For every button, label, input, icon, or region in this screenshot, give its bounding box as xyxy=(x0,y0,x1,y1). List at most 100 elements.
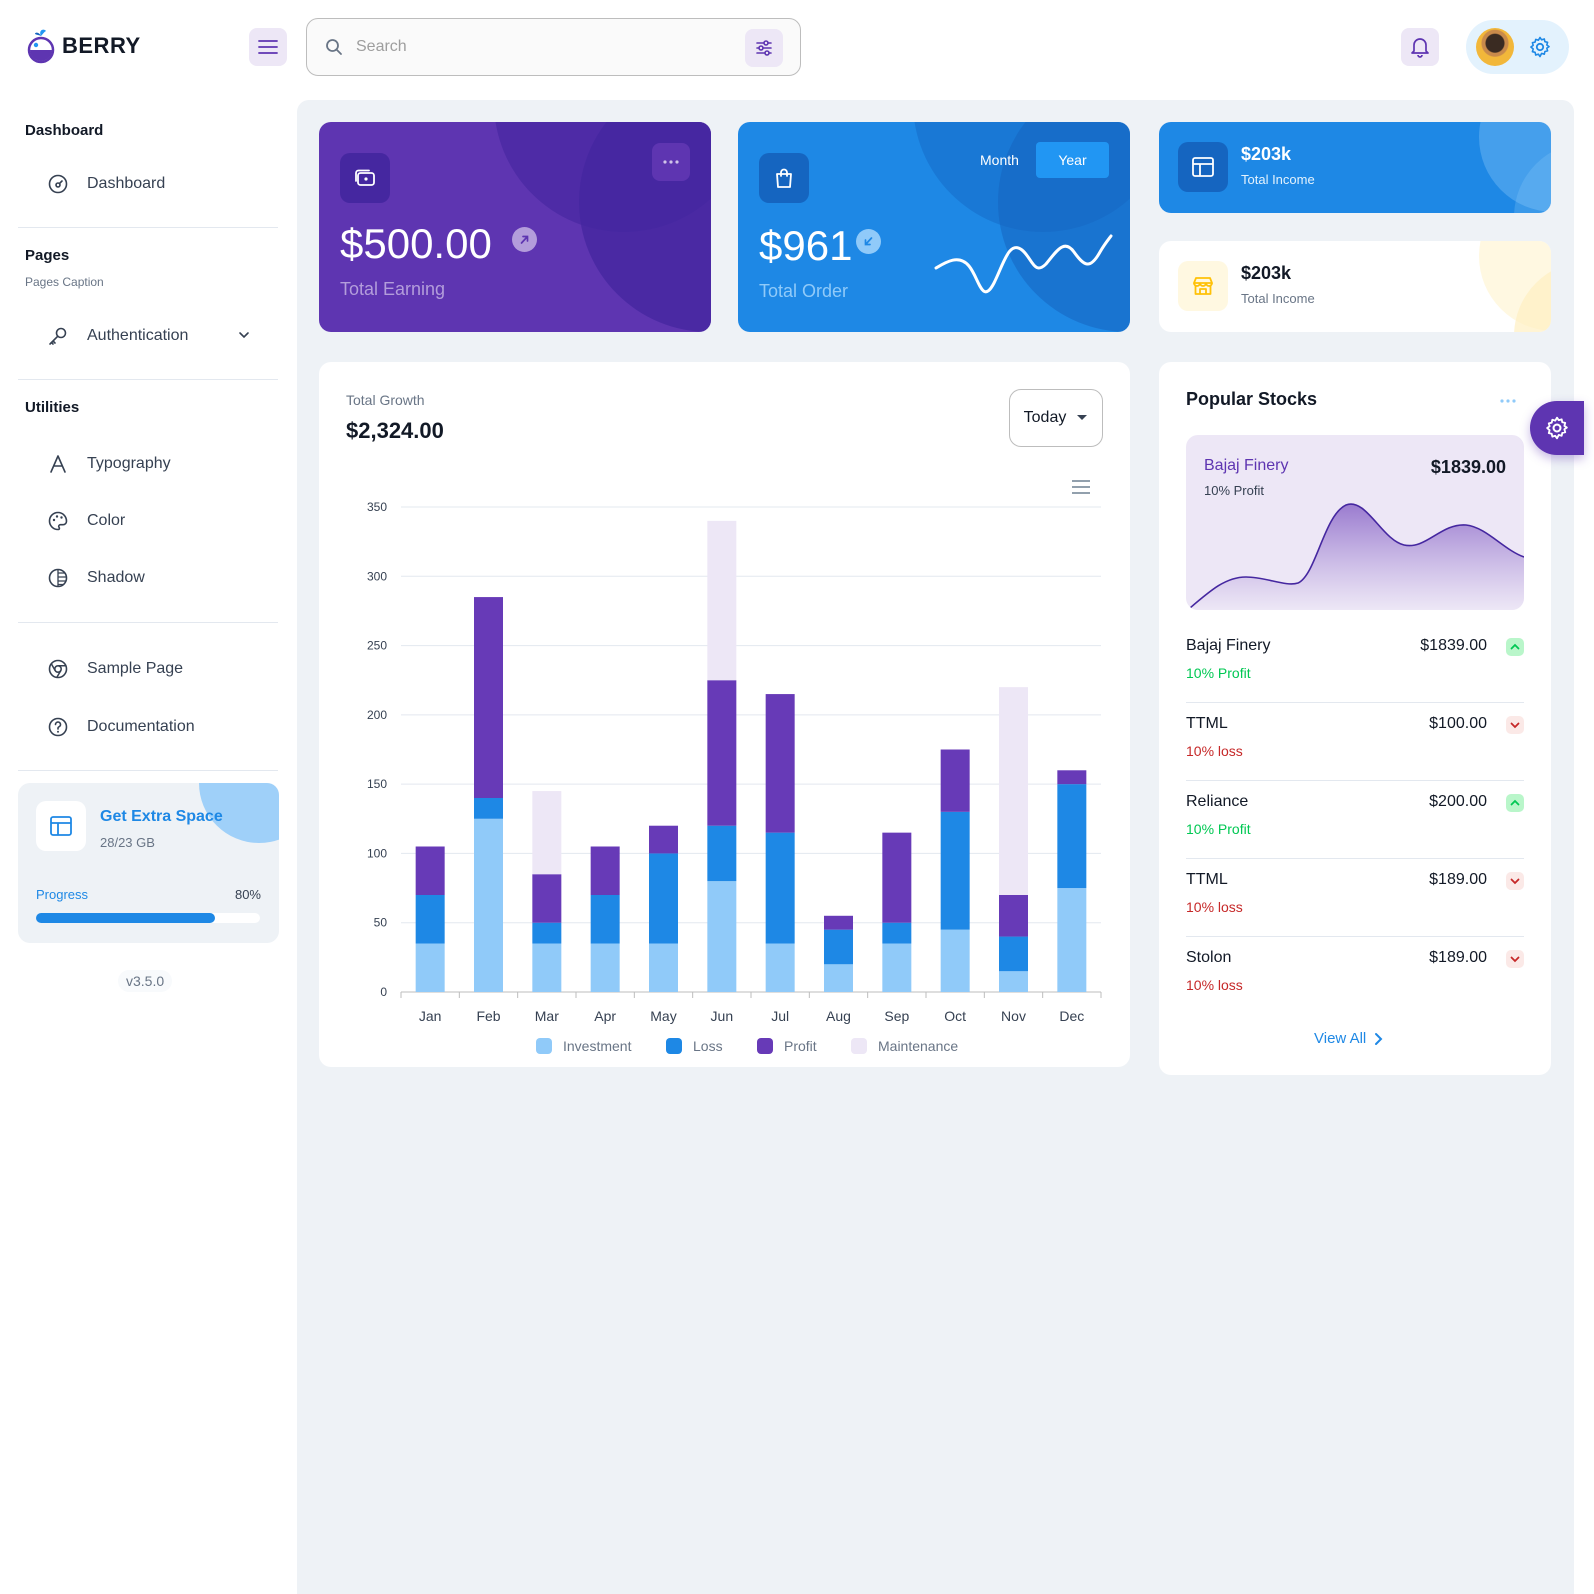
y-tick-label: 150 xyxy=(367,777,387,791)
extra-space-usage: 28/23 GB xyxy=(100,835,155,850)
bar-loss-mar xyxy=(532,922,562,944)
bar-loss-aug xyxy=(824,929,853,965)
chevron-down-icon xyxy=(1506,716,1524,734)
y-tick-label: 0 xyxy=(380,985,387,999)
total-income-label: Total Income xyxy=(1241,291,1315,306)
x-tick-label: Mar xyxy=(535,1008,559,1024)
bar-investment-sep xyxy=(882,943,912,992)
bar-investment-mar xyxy=(532,943,562,992)
decorative-circle xyxy=(579,122,711,332)
chevron-right-icon xyxy=(1375,1032,1383,1045)
bar-profit-aug xyxy=(824,915,853,930)
sidebar-item-color[interactable]: Color xyxy=(44,499,269,543)
bar-investment-aug xyxy=(824,964,853,992)
profile-menu-button[interactable] xyxy=(1466,20,1569,74)
progress-bar xyxy=(36,913,260,923)
sidebar-item-label: Documentation xyxy=(87,718,195,735)
progress-bar-fill xyxy=(36,913,216,923)
featured-stock-card[interactable]: Bajaj Finery $1839.00 10% Profit xyxy=(1186,435,1524,610)
arrow-up-right-icon xyxy=(512,227,537,252)
total-income-card-dark: $203k Total Income xyxy=(1159,122,1551,213)
bar-profit-mar xyxy=(532,874,562,923)
period-select[interactable]: Today xyxy=(1009,389,1103,447)
palette-icon xyxy=(46,509,70,533)
sidebar-item-documentation[interactable]: Documentation xyxy=(44,705,269,749)
legend-swatch-profit xyxy=(757,1038,773,1054)
sidebar-item-label: Authentication xyxy=(87,327,189,344)
sidebar-item-sample-page[interactable]: Sample Page xyxy=(44,647,269,691)
menu-icon xyxy=(258,40,278,54)
search-icon xyxy=(326,39,342,55)
logo[interactable]: BERRY xyxy=(26,28,141,64)
y-tick-label: 350 xyxy=(367,500,387,514)
settings-icon xyxy=(1530,36,1550,58)
legend-label-loss: Loss xyxy=(693,1038,723,1054)
customization-settings-button[interactable] xyxy=(1530,401,1584,455)
x-tick-label: Jul xyxy=(771,1008,789,1024)
featured-stock-status: 10% Profit xyxy=(1204,483,1264,498)
sidebar-item-dashboard[interactable]: Dashboard xyxy=(44,162,269,206)
search-bar xyxy=(306,18,801,76)
divider xyxy=(18,622,278,623)
search-input[interactable] xyxy=(356,38,736,56)
x-tick-label: Oct xyxy=(944,1008,966,1024)
bar-loss-nov xyxy=(999,936,1028,972)
search-filter-button[interactable] xyxy=(745,29,783,67)
bell-icon xyxy=(1411,38,1429,58)
stock-row[interactable]: TTML $189.00 10% loss xyxy=(1186,859,1524,937)
total-order-value: $961 xyxy=(759,222,853,269)
bar-profit-nov xyxy=(999,895,1028,937)
legend-swatch-investment xyxy=(536,1038,552,1054)
earning-icon-tile xyxy=(340,153,390,203)
y-tick-label: 50 xyxy=(374,916,388,930)
sidebar-item-typography[interactable]: Typography xyxy=(44,442,269,486)
bar-loss-dec xyxy=(1057,784,1087,889)
bar-loss-jun xyxy=(707,825,737,882)
chart-menu-icon[interactable] xyxy=(1071,479,1091,495)
stock-price: $189.00 xyxy=(1429,871,1487,888)
total-income-value: $203k xyxy=(1241,263,1292,283)
notifications-button[interactable] xyxy=(1401,28,1439,66)
stock-price: $189.00 xyxy=(1429,949,1487,966)
bar-profit-may xyxy=(649,825,678,854)
order-icon-tile xyxy=(759,153,809,203)
total-growth-label: Total Growth xyxy=(346,392,425,408)
shopping-bag-icon xyxy=(776,168,792,188)
stock-status: 10% loss xyxy=(1186,899,1243,915)
toggle-month-button[interactable]: Month xyxy=(980,152,1019,168)
sidebar-item-authentication[interactable]: Authentication xyxy=(44,314,269,358)
stock-row[interactable]: TTML $100.00 10% loss xyxy=(1186,703,1524,781)
avatar xyxy=(1476,28,1514,66)
sidebar-item-shadow[interactable]: Shadow xyxy=(44,556,269,600)
divider xyxy=(18,379,278,380)
featured-stock-area-chart xyxy=(1186,503,1524,610)
bar-loss-oct xyxy=(940,811,970,930)
bar-investment-dec xyxy=(1057,888,1087,992)
stock-row[interactable]: Bajaj Finery $1839.00 10% Profit xyxy=(1186,625,1524,703)
sidebar-item-label: Dashboard xyxy=(87,175,166,192)
more-horizontal-icon[interactable] xyxy=(1499,388,1517,409)
total-earning-card: $500.00 Total Earning xyxy=(319,122,711,332)
stock-name: Bajaj Finery xyxy=(1186,637,1271,654)
menu-toggle-button[interactable] xyxy=(249,28,287,66)
total-growth-card: Total Growth $2,324.00 Today 0 50 100 150 20… xyxy=(319,362,1130,1067)
view-all-link[interactable]: View All xyxy=(1314,1030,1384,1047)
toggle-year-button[interactable]: Year xyxy=(1036,142,1109,178)
legend-swatch-maintenance xyxy=(851,1038,867,1054)
stock-name: Reliance xyxy=(1186,793,1249,810)
wallet-icon xyxy=(355,169,375,186)
extra-space-card[interactable]: Get Extra Space 28/23 GB Progress 80% xyxy=(18,783,279,943)
bar-profit-sep xyxy=(882,832,912,923)
sidebar-item-label: Typography xyxy=(87,455,171,472)
stock-row[interactable]: Reliance $200.00 10% Profit xyxy=(1186,781,1524,859)
featured-stock-name: Bajaj Finery xyxy=(1204,457,1289,474)
bar-loss-may xyxy=(649,853,678,944)
total-growth-value: $2,324.00 xyxy=(346,418,444,443)
sidebar-item-label: Sample Page xyxy=(87,660,184,677)
x-tick-label: Dec xyxy=(1059,1008,1084,1024)
y-tick-label: 300 xyxy=(367,569,387,583)
view-all-label: View All xyxy=(1314,1030,1367,1047)
nav-caption-dashboard: Dashboard xyxy=(25,122,104,139)
stock-row[interactable]: Stolon $189.00 10% loss xyxy=(1186,937,1524,1015)
more-options-button[interactable] xyxy=(652,143,690,181)
